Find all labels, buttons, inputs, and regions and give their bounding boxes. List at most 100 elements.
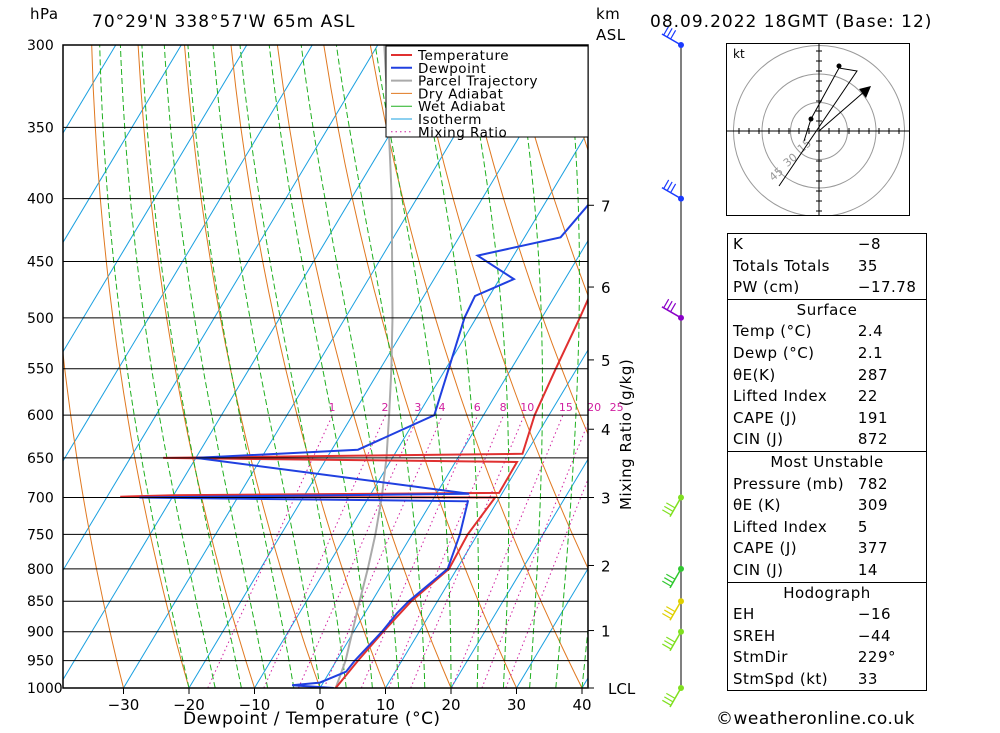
wet-adiabat (268, 45, 373, 688)
index-label: CIN (J) (733, 430, 784, 449)
isotherm (450, 458, 588, 688)
index-row: PW (cm) −17.78 (728, 277, 927, 299)
dry-adiabat (137, 45, 255, 688)
km-tick-label: 3 (601, 490, 611, 508)
wind-barb (662, 631, 682, 652)
dry-adiabat (276, 45, 452, 688)
storm-motion-vector (818, 90, 866, 132)
wet-adiabat (239, 45, 347, 688)
datetime-title: 08.09.2022 18GMT (Base: 12) (650, 12, 933, 32)
index-value: 191 (857, 408, 889, 427)
dry-adiabat (974, 45, 1000, 688)
hodograph-point (808, 116, 814, 122)
isotherm (63, 45, 379, 572)
index-label: Totals Totals (733, 256, 830, 275)
pressure-tick-label: 950 (27, 654, 54, 670)
index-value: 33 (857, 669, 878, 688)
wind-barb (662, 600, 682, 621)
index-label: CAPE (J) (733, 539, 798, 558)
pressure-tick-label: 750 (27, 527, 54, 543)
mixing-ratio-label: 3 (414, 401, 421, 414)
indices-table: K −8 Totals Totals 35 PW (cm) −17.78 Surface T… (727, 233, 927, 691)
pressure-tick-label: 350 (27, 120, 54, 136)
index-row: EH −16 (728, 604, 927, 626)
index-row: SREH −44 (728, 626, 927, 648)
index-value: 14 (857, 560, 878, 579)
index-row: θE (K) 309 (728, 495, 927, 517)
mixing-ratio-line (360, 415, 479, 688)
mixing-ratio-label: 8 (500, 401, 507, 414)
isotherm (63, 45, 248, 353)
index-row: CAPE (J) 377 (728, 538, 927, 560)
km-tick-label: 5 (601, 352, 611, 370)
index-value: −8 (857, 235, 881, 253)
x-tick-label: −20 (173, 696, 205, 714)
wet-adiabat (141, 45, 242, 688)
dry-adiabat (63, 349, 124, 688)
x-tick-label: −30 (108, 696, 140, 714)
x-tick-label: 30 (507, 696, 526, 714)
index-value: 35 (857, 256, 878, 275)
index-value: −17.78 (857, 278, 917, 297)
isotherm (123, 45, 510, 688)
index-label: θE(K) (733, 365, 776, 384)
index-row: CIN (J) 872 (728, 429, 927, 451)
dry-adiabat (509, 45, 588, 297)
index-label: Dewp (°C) (733, 343, 815, 362)
isotherm (254, 130, 588, 688)
index-row: CIN (J) 14 (728, 560, 927, 582)
mixing-ratio-label: 10 (520, 401, 534, 414)
index-row: Dewp (°C) 2.1 (728, 343, 927, 365)
index-value: 22 (857, 387, 878, 406)
pressure-tick-label: 300 (27, 38, 54, 54)
x-axis-title: Dewpoint / Temperature (°C) (183, 709, 441, 729)
index-value: 309 (857, 496, 889, 515)
hpa-label: hPa (30, 5, 59, 23)
isotherm (63, 45, 182, 244)
km-label: km (596, 5, 621, 23)
wind-barb (661, 179, 682, 200)
wet-adiabat (417, 45, 479, 688)
index-label: θE (K) (733, 496, 781, 515)
legend-entry: Mixing Ratio (418, 125, 507, 141)
index-label: StmDir (733, 648, 788, 667)
km-tick-label: 7 (601, 197, 611, 215)
pressure-tick-label: 500 (27, 311, 54, 327)
pressure-tick-label: 900 (27, 625, 54, 641)
mixing-ratio-label: 25 (610, 401, 624, 414)
index-label: Temp (°C) (733, 322, 812, 341)
plot-frame (62, 44, 589, 689)
index-label: CAPE (J) (733, 408, 798, 427)
isotherm (188, 45, 575, 688)
index-value: 2.1 (857, 343, 884, 362)
x-tick-label: 40 (572, 696, 591, 714)
storm-motion-arrowhead (859, 86, 871, 98)
isotherm (319, 239, 588, 688)
pressure-tick-label: 400 (27, 192, 54, 208)
parcel-trajectory-line (334, 45, 394, 688)
wet-adiabat (187, 45, 295, 688)
wind-profile (661, 26, 684, 708)
mixing-ratio-label: 4 (438, 401, 445, 414)
asl-label: ASL (596, 26, 626, 44)
mixing-ratio-label: 1 (328, 401, 335, 414)
index-value: 2.4 (857, 322, 884, 341)
hodograph-unit-label: kt (733, 47, 745, 61)
pressure-tick-label: 600 (27, 408, 54, 424)
location-title: 70°29'N 338°57'W 65m ASL (92, 12, 356, 32)
mixing-ratio-label: 20 (587, 401, 601, 414)
x-tick-label: −10 (239, 696, 271, 714)
km-tick-label: 6 (601, 279, 611, 297)
surface-section-title: Surface (796, 300, 858, 319)
copyright: ©weatheronline.co.uk (716, 709, 916, 729)
pressure-tick-label: 800 (27, 562, 54, 578)
wet-adiabat (99, 45, 190, 688)
mixing-ratio-label: 2 (382, 401, 389, 414)
dry-adiabat (928, 45, 1000, 688)
hodograph-panel: 15 30 45 kt (726, 43, 910, 217)
pressure-tick-label: 850 (27, 594, 54, 610)
index-value: 287 (857, 365, 889, 384)
